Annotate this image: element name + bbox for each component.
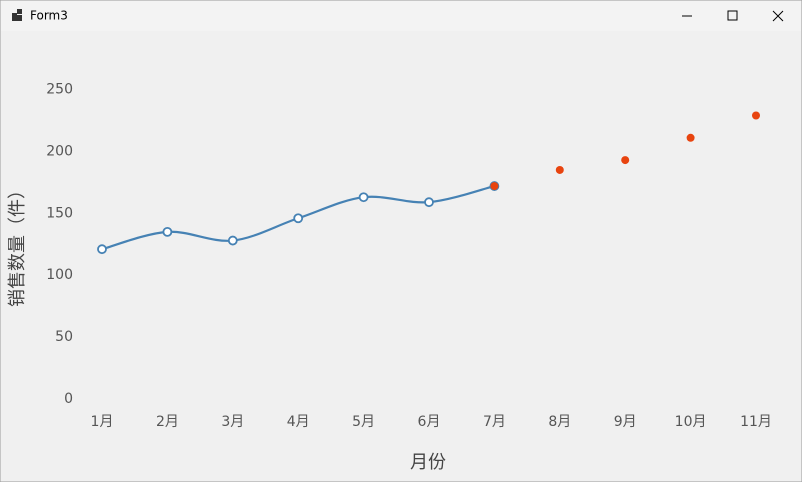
x-tick-label: 8月 [548, 414, 571, 430]
line-marker [293, 213, 304, 224]
scatter-point [686, 133, 695, 142]
line-marker [97, 244, 107, 255]
line-marker [227, 235, 238, 246]
y-axis-title: 销售数量（件） [7, 181, 28, 307]
maximize-button[interactable] [727, 10, 738, 21]
y-tick-label: 250 [46, 82, 73, 98]
x-tick-label: 3月 [221, 414, 244, 430]
app-icon [12, 9, 22, 21]
x-tick-label: 5月 [352, 414, 375, 430]
window-title: Form3 [30, 9, 68, 23]
x-tick-label: 11月 [740, 414, 772, 430]
scatter-point [490, 182, 499, 191]
y-tick-label: 100 [46, 267, 73, 283]
x-tick-label: 4月 [287, 414, 310, 430]
x-tick-label: 6月 [418, 414, 441, 430]
scatter-point [621, 156, 630, 165]
y-tick-label: 200 [46, 143, 73, 159]
x-tick-label: 9月 [614, 414, 637, 430]
x-axis-title: 月份 [410, 452, 446, 473]
x-tick-label: 1月 [91, 414, 114, 430]
line-marker [358, 192, 369, 203]
y-tick-label: 0 [64, 391, 73, 407]
x-tick-label: 10月 [675, 414, 707, 430]
title-bar [1, 1, 801, 31]
scatter-point [752, 111, 760, 120]
x-tick-label: 2月 [156, 414, 179, 430]
line-marker [424, 197, 434, 208]
close-button[interactable] [772, 10, 784, 22]
y-tick-label: 50 [55, 329, 73, 345]
y-tick-label: 150 [46, 205, 73, 221]
scatter-point [555, 165, 564, 174]
line-marker [162, 226, 173, 237]
x-tick-label: 7月 [483, 414, 506, 430]
